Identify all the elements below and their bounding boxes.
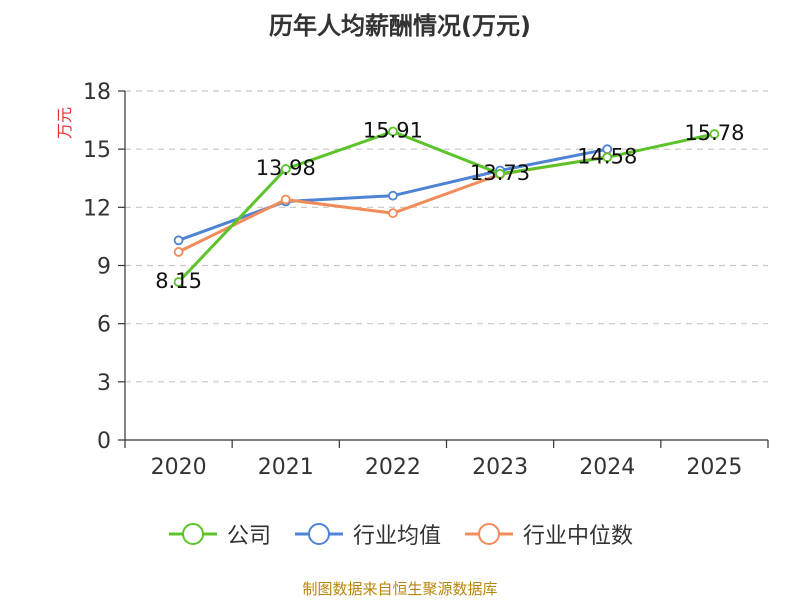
legend-item[interactable]: 行业中位数 <box>463 518 633 550</box>
x-tick-label: 2022 <box>365 455 421 480</box>
legend-swatch <box>465 523 513 545</box>
x-tick-label: 2024 <box>579 455 635 480</box>
data-point <box>173 235 184 246</box>
y-tick-label: 6 <box>97 313 111 338</box>
y-axis-label: 万元 <box>55 107 74 139</box>
legend-swatch <box>168 523 217 545</box>
data-label: 15.91 <box>363 119 423 143</box>
series-line-0 <box>177 130 715 284</box>
data-point <box>388 190 398 201</box>
chart-legend: 公司 行业均值 行业中位数 <box>0 518 800 550</box>
legend-swatch <box>294 523 343 545</box>
y-tick-label: 12 <box>83 196 111 221</box>
source-note: 制图数据来自恒生聚源数据库 <box>302 580 498 598</box>
data-point <box>280 164 291 174</box>
x-tick-label: 2023 <box>472 455 528 480</box>
y-tick-label: 18 <box>83 80 111 105</box>
data-point <box>602 152 613 163</box>
data-label: 15.78 <box>684 121 744 145</box>
legend-label: 行业均值 <box>352 524 441 549</box>
x-tick-label: 2021 <box>258 455 314 480</box>
data-label: 13.73 <box>470 161 530 185</box>
data-point <box>280 194 291 205</box>
data-point <box>173 277 184 287</box>
x-tick-label: 2025 <box>686 455 742 480</box>
data-point <box>388 126 398 137</box>
data-point <box>173 247 184 257</box>
legend-item[interactable]: 公司 <box>167 518 271 550</box>
data-point <box>388 208 398 219</box>
y-tick-label: 3 <box>97 371 111 396</box>
data-label: 14.58 <box>577 144 637 168</box>
data-label: 8.15 <box>155 269 202 293</box>
data-point <box>495 168 505 179</box>
y-tick-label: 0 <box>97 429 111 454</box>
legend-item[interactable]: 行业均值 <box>293 518 441 550</box>
legend-label: 公司 <box>226 524 271 549</box>
legend-label: 行业中位数 <box>523 524 634 549</box>
data-point <box>709 129 720 139</box>
series-line-2 <box>177 155 608 254</box>
y-tick-label: 9 <box>97 255 111 280</box>
data-label: 13.98 <box>256 156 316 180</box>
chart-title: 历年人均薪酬情况(万元) <box>269 12 531 40</box>
x-tick-label: 2020 <box>151 455 207 480</box>
y-tick-label: 15 <box>83 138 111 163</box>
